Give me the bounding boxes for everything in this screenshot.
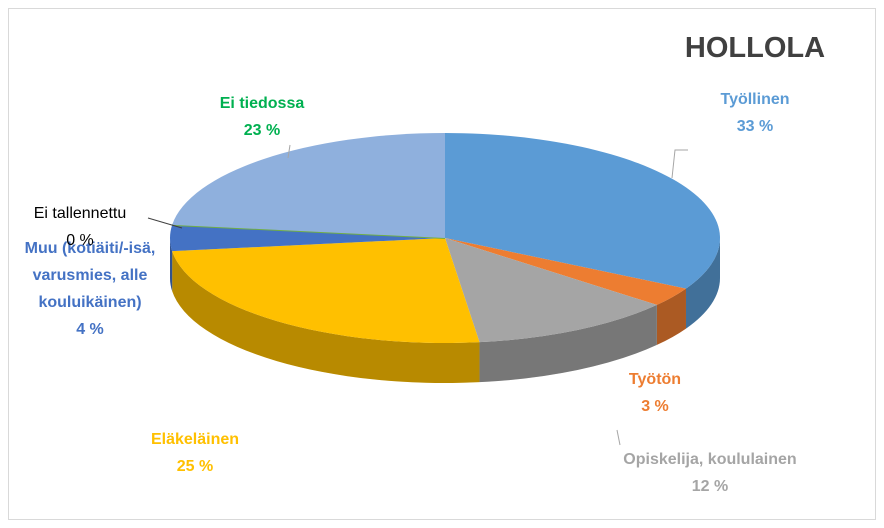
value-label: 3 %: [641, 398, 669, 415]
slice: [172, 238, 480, 344]
slice-side: [172, 251, 480, 384]
slice: [445, 133, 721, 289]
slice: [172, 133, 445, 238]
slice-side-shade: [656, 288, 686, 345]
slice-side-shade: [685, 238, 720, 329]
category-label: Ei tallennettu: [33, 205, 127, 222]
slice-side: [479, 304, 657, 383]
data-label: Muu (kotiäiti/-isä, varusmies, alle koul…: [15, 235, 165, 343]
category-label: Työtön: [628, 371, 682, 388]
slice-side-shade: [172, 251, 480, 384]
value-label: 33 %: [736, 118, 774, 135]
value-label: 4 %: [76, 321, 104, 338]
slice-side: [170, 238, 173, 292]
category-label: Opiskelija, koululainen: [623, 451, 797, 468]
value-label: 23 %: [243, 122, 281, 139]
data-label: Opiskelija, koululainen 12 %: [623, 446, 796, 500]
value-label: 0 %: [66, 232, 94, 249]
slice: [172, 223, 446, 239]
leader-line: [616, 429, 621, 446]
slice-side: [656, 288, 686, 345]
data-label: Työtön 3 %: [629, 366, 681, 420]
category-label: Ei tiedossa: [219, 95, 305, 112]
slice-side-shade: [170, 238, 173, 292]
leader-line: [287, 144, 291, 159]
data-label: Ei tallennettu 0 %: [34, 200, 127, 254]
value-label: 12 %: [691, 478, 729, 495]
slice-side: [685, 238, 720, 329]
slice: [169, 224, 445, 252]
data-label: Työllinen 33 %: [720, 86, 789, 140]
slice: [445, 238, 686, 305]
slice-side-shade: [479, 304, 657, 383]
chart-frame: [8, 8, 876, 520]
leader-line: [671, 149, 688, 179]
leader-line: [147, 217, 183, 229]
slice: [445, 238, 657, 343]
category-label: Työllinen: [720, 91, 790, 108]
data-label: Eläkeläinen 25 %: [151, 426, 239, 480]
category-label: Eläkeläinen: [150, 431, 240, 448]
data-label: Ei tiedossa 23 %: [220, 90, 304, 144]
category-label: Muu (kotiäiti/-isä, varusmies, alle koul…: [24, 240, 156, 311]
chart-title: HOLLOLA: [684, 32, 826, 64]
value-label: 25 %: [176, 458, 214, 475]
